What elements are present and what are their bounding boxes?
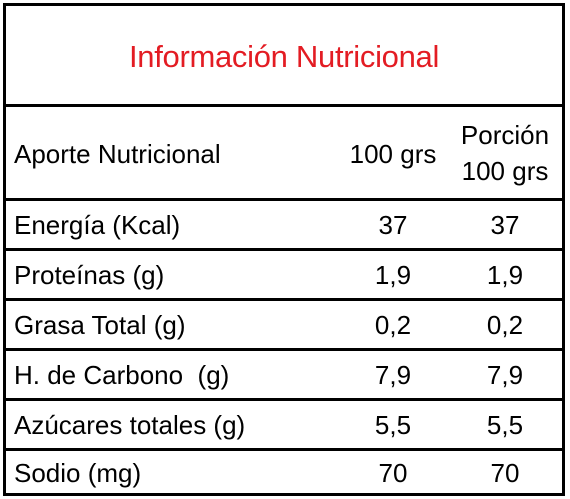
table-row: Sodio (mg) 70 70 (6, 451, 562, 493)
row-label: H. de Carbono (g) (14, 360, 230, 390)
row-per-100: 0,2 (374, 310, 412, 340)
table-row: Grasa Total (g) 0,2 0,2 (6, 301, 562, 351)
table-row: Proteínas (g) 1,9 1,9 (6, 251, 562, 301)
row-per-portion: 70 (490, 458, 520, 488)
row-label: Azúcares totales (g) (14, 410, 246, 440)
row-per-portion: 5,5 (486, 410, 524, 440)
table-row: Azúcares totales (g) 5,5 5,5 (6, 401, 562, 451)
header-portion-line2: 100 grs (461, 156, 549, 186)
header-per-100: 100 grs (349, 139, 437, 169)
header-portion-line1: Porción (460, 120, 550, 150)
row-label: Sodio (mg) (14, 458, 142, 488)
row-per-portion: 7,9 (486, 360, 524, 390)
row-per-portion: 37 (490, 210, 520, 240)
row-label: Grasa Total (g) (14, 310, 186, 340)
header-per-portion: Porción 100 grs (448, 117, 562, 189)
row-per-100: 37 (378, 210, 408, 240)
header-label: Aporte Nutricional (14, 139, 221, 169)
row-label: Energía (Kcal) (14, 210, 181, 240)
row-per-portion: 0,2 (486, 310, 524, 340)
title-row: Información Nutricional (6, 6, 562, 107)
table-title: Información Nutricional (128, 39, 440, 74)
header-row: Aporte Nutricional 100 grs Porción 100 g… (6, 107, 562, 201)
nutrition-table: Información Nutricional Aporte Nutricion… (3, 3, 565, 496)
row-per-100: 1,9 (374, 260, 412, 290)
row-per-100: 5,5 (374, 410, 412, 440)
table-row: Energía (Kcal) 37 37 (6, 201, 562, 251)
row-per-portion: 1,9 (486, 260, 524, 290)
row-per-100: 70 (378, 458, 408, 488)
row-label: Proteínas (g) (14, 260, 165, 290)
table-row: H. de Carbono (g) 7,9 7,9 (6, 351, 562, 401)
row-per-100: 7,9 (374, 360, 412, 390)
